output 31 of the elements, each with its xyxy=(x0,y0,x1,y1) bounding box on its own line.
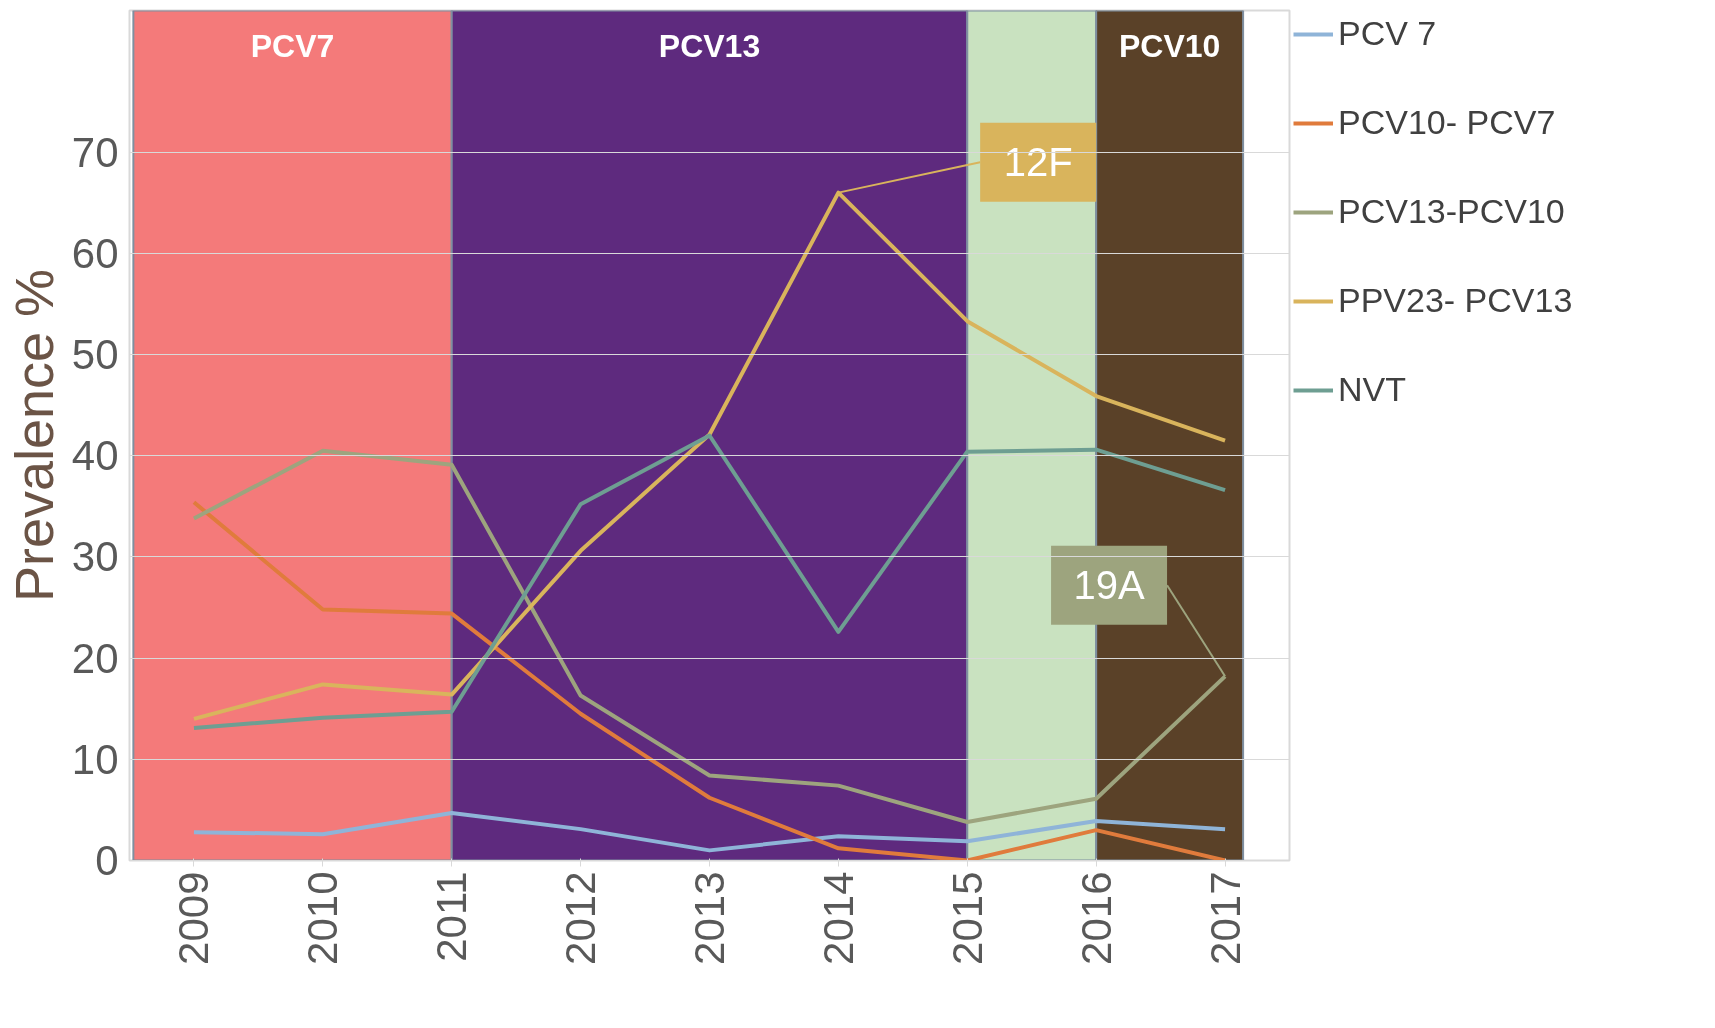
y-tick-label: 70 xyxy=(71,128,119,176)
y-tick-label: 60 xyxy=(71,229,119,277)
y-axis-title: Prevalence % xyxy=(3,268,64,603)
x-tick-label: 2011 xyxy=(428,871,476,962)
x-tick-label: 2009 xyxy=(170,871,218,965)
x-tick-label: 2015 xyxy=(943,871,991,965)
y-tick-label: 0 xyxy=(95,837,119,884)
x-tick-label: 2012 xyxy=(557,871,605,965)
y-tick-label: 10 xyxy=(71,735,119,783)
annotation: 12F xyxy=(1003,140,1073,185)
x-tick-label: 2016 xyxy=(1072,871,1120,965)
line-series xyxy=(191,500,1228,861)
x-tick-label: 2017 xyxy=(1201,871,1249,965)
band-label: PCV7 xyxy=(250,27,335,64)
y-tick-label: 40 xyxy=(71,432,119,480)
annotation: 19A xyxy=(1073,563,1145,608)
band-label: PCV13 xyxy=(658,27,761,64)
y-tick-label: 20 xyxy=(71,634,119,682)
y-tick-label: 30 xyxy=(71,533,119,581)
legend-label: PCV13-PCV10 xyxy=(1338,192,1565,231)
x-tick-label: 2014 xyxy=(814,871,862,965)
legend-label: PCV10- PCV7 xyxy=(1338,103,1556,142)
line-series xyxy=(191,810,1228,853)
legend-label: PCV 7 xyxy=(1338,14,1437,53)
y-tick-label: 50 xyxy=(71,331,119,379)
x-tick-label: 2013 xyxy=(686,871,733,965)
line-series xyxy=(191,433,1228,730)
band-label: PCV10 xyxy=(1118,27,1221,64)
legend-label: NVT xyxy=(1338,370,1406,409)
x-tick-label: 2010 xyxy=(299,871,347,965)
legend-label: PPV23- PCV13 xyxy=(1338,281,1573,320)
